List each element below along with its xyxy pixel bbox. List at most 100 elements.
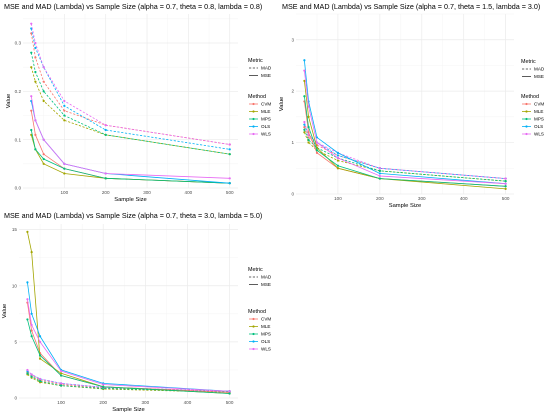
y-tick-label: 0 [291, 192, 294, 197]
series-line-wls-mad [30, 23, 230, 145]
data-point-wls-mse [504, 182, 507, 185]
legend-method-title: Method [248, 94, 266, 100]
legend-label-mad: MAD [261, 66, 272, 71]
data-point-cvm-mse [30, 329, 33, 332]
legend-point-ols [252, 125, 255, 128]
data-point-ols-mse [30, 312, 33, 315]
y-tick-label: 5 [14, 339, 17, 344]
legend-label-cvm: CVM [261, 317, 271, 322]
data-point-mle-mad [336, 159, 340, 162]
data-point-mle-mse [303, 79, 306, 82]
data-point-ols-mse [303, 59, 306, 62]
x-tick-label: 200 [102, 190, 110, 195]
x-tick-label: 300 [143, 190, 151, 195]
legend-metric-title: Metric [248, 267, 263, 273]
data-point-mle-mad [34, 80, 37, 83]
data-point-wls-mse [60, 369, 63, 373]
data-point-mps-mad [504, 180, 507, 183]
legend-label-mle: MLE [534, 109, 543, 114]
data-point-mps-mse [504, 185, 507, 188]
data-point-ols-mse [26, 281, 29, 284]
data-point-mle-mse [38, 357, 42, 360]
legend-point-ols [252, 340, 255, 343]
data-point-mle-mad [42, 99, 45, 103]
y-tick-label: 0.0 [15, 186, 22, 191]
data-point-mle-mse [63, 172, 66, 175]
data-point-wls-mse [42, 138, 45, 141]
legend-point-cvm [525, 102, 528, 106]
data-point-wls-mad [378, 167, 381, 170]
data-point-mle-mse [336, 167, 340, 170]
data-point-wls-mse [63, 162, 66, 165]
series-line-ols-mse [303, 60, 506, 185]
legend-label-mse: MSE [261, 282, 271, 287]
x-tick-label: 200 [376, 196, 384, 201]
data-point-cvm-mad [42, 80, 45, 83]
legend-label-ols: OLS [261, 339, 270, 344]
data-point-wls-mad [104, 124, 107, 127]
data-point-wls-mse [30, 95, 33, 98]
data-point-mps-mad [30, 51, 33, 54]
x-tick-label: 400 [460, 196, 468, 201]
plot-area [19, 224, 238, 398]
data-point-wls-mse [34, 119, 37, 122]
data-point-ols-mad [336, 154, 340, 157]
series-line-wls-mse [27, 299, 230, 392]
legend-label-cvm: CVM [261, 102, 271, 107]
legend-label-mse: MSE [261, 73, 271, 78]
legend-point-wls [252, 347, 255, 351]
legend-point-mle [252, 110, 255, 113]
data-point-wls-mad [38, 377, 42, 381]
data-point-cvm-mse [34, 133, 37, 136]
plot-area [296, 14, 514, 194]
x-tick-label: 100 [334, 196, 342, 201]
data-point-wls-mad [26, 368, 29, 372]
data-point-mps-mse [102, 385, 105, 388]
legend-label-wls: WLS [534, 132, 544, 137]
data-point-mps-mad [303, 128, 306, 131]
legend-point-wls [525, 132, 528, 136]
data-point-mps-mse [378, 177, 381, 180]
data-point-mps-mse [26, 318, 29, 321]
data-point-wls-mse [30, 323, 33, 327]
y-tick-label: 2 [291, 89, 294, 94]
chart-title: MSE and MAD (Lambda) vs Sample Size (alp… [4, 211, 262, 220]
data-point-mle-mad [63, 119, 66, 122]
series-line-mps-mse [30, 129, 230, 184]
data-point-ols-mse [228, 182, 231, 185]
data-point-mps-mad [60, 384, 63, 387]
data-point-wls-mad [42, 66, 45, 69]
data-point-ols-mad [63, 104, 66, 107]
y-tick-label: 10 [12, 283, 18, 288]
data-point-mps-mse [30, 128, 33, 132]
legend-point-mps [525, 117, 528, 121]
x-tick-label: 300 [142, 400, 150, 405]
legend-label-mps: MPS [534, 117, 544, 122]
y-axis-label: Value [2, 304, 8, 318]
legend-point-wls [252, 132, 255, 136]
data-point-mps-mse [34, 148, 37, 151]
data-point-cvm-mse [30, 109, 33, 112]
data-point-ols-mse [378, 172, 381, 175]
data-point-wls-mse [26, 298, 29, 301]
data-point-mps-mad [228, 153, 231, 156]
legend-point-ols [525, 125, 528, 128]
legend-label-wls: WLS [261, 132, 271, 137]
data-point-wls-mse [336, 156, 340, 160]
data-point-wls-mad [30, 22, 33, 25]
series-line-mps-mse [27, 319, 230, 394]
data-point-mps-mad [26, 372, 29, 375]
data-point-mps-mad [63, 114, 66, 117]
y-tick-label: 0.1 [15, 137, 22, 142]
data-point-mps-mse [336, 164, 340, 167]
legend-metric-title: Metric [521, 59, 536, 65]
legend-label-mse: MSE [534, 74, 544, 79]
data-point-wls-mad [228, 143, 231, 146]
data-point-cvm-mad [63, 109, 66, 112]
data-point-ols-mse [315, 136, 319, 139]
x-axis-label: Sample Size [389, 203, 422, 209]
data-point-ols-mad [104, 128, 107, 132]
legend-label-mad: MAD [534, 67, 545, 72]
y-tick-label: 1 [291, 140, 294, 145]
